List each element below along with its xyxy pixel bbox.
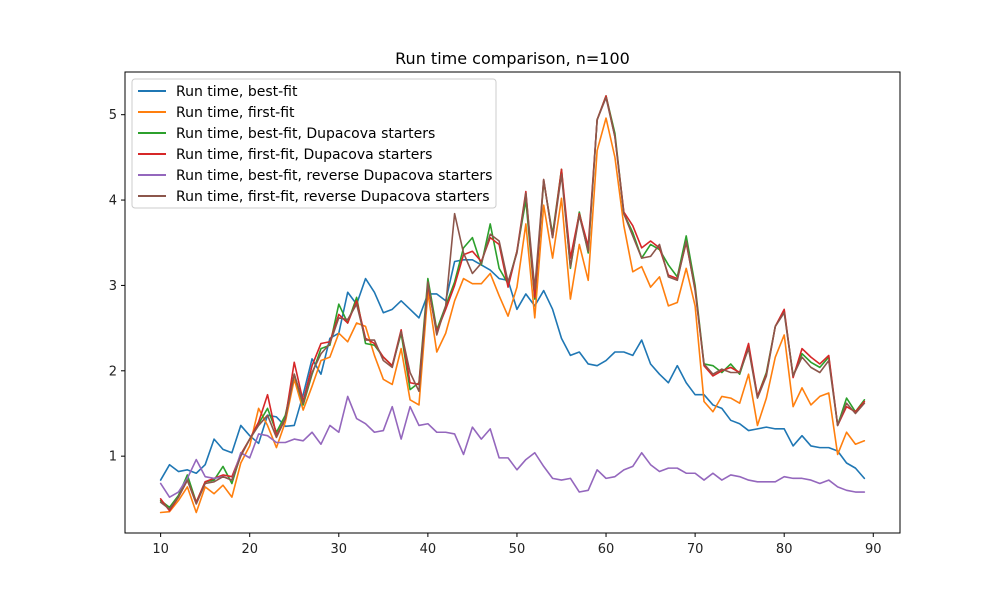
legend-label: Run time, best-fit, Dupacova starters — [176, 126, 435, 142]
series-line-2 — [159, 117, 866, 514]
x-tick-label: 70 — [687, 542, 704, 557]
legend-label: Run time, best-fit, reverse Dupacova sta… — [176, 168, 492, 184]
series-line-6 — [159, 96, 866, 510]
y-tick-label: 5 — [109, 108, 117, 123]
y-axis: 1 2 3 4 5 — [109, 108, 125, 465]
x-tick-label: 60 — [598, 542, 615, 557]
x-tick-label: 40 — [420, 542, 437, 557]
x-axis: 10 20 30 40 50 60 70 80 90 — [152, 533, 882, 557]
y-tick-label: 3 — [109, 279, 117, 294]
series-lines — [159, 95, 866, 514]
y-tick-label: 2 — [109, 364, 117, 379]
series-line-5 — [159, 395, 866, 498]
x-tick-label: 80 — [776, 542, 793, 557]
legend: Run time, best-fit Run time, first-fit Run… — [131, 78, 497, 209]
series-line-1 — [159, 259, 866, 481]
legend-box — [131, 78, 497, 209]
legend-label: Run time, first-fit, Dupacova starters — [176, 147, 432, 163]
legend-label: Run time, first-fit, reverse Dupacova st… — [176, 189, 489, 205]
y-tick-label: 4 — [109, 194, 117, 209]
y-tick-label: 1 — [109, 450, 117, 465]
legend-label: Run time, best-fit — [176, 84, 298, 100]
x-tick-label: 30 — [331, 542, 348, 557]
chart-title: Run time comparison, n=100 — [395, 49, 630, 68]
x-tick-label: 50 — [509, 542, 526, 557]
x-tick-label: 90 — [865, 542, 882, 557]
legend-label: Run time, first-fit — [176, 105, 295, 121]
x-tick-label: 10 — [152, 542, 169, 557]
plot-frame — [124, 71, 901, 534]
x-tick-label: 20 — [241, 542, 258, 557]
